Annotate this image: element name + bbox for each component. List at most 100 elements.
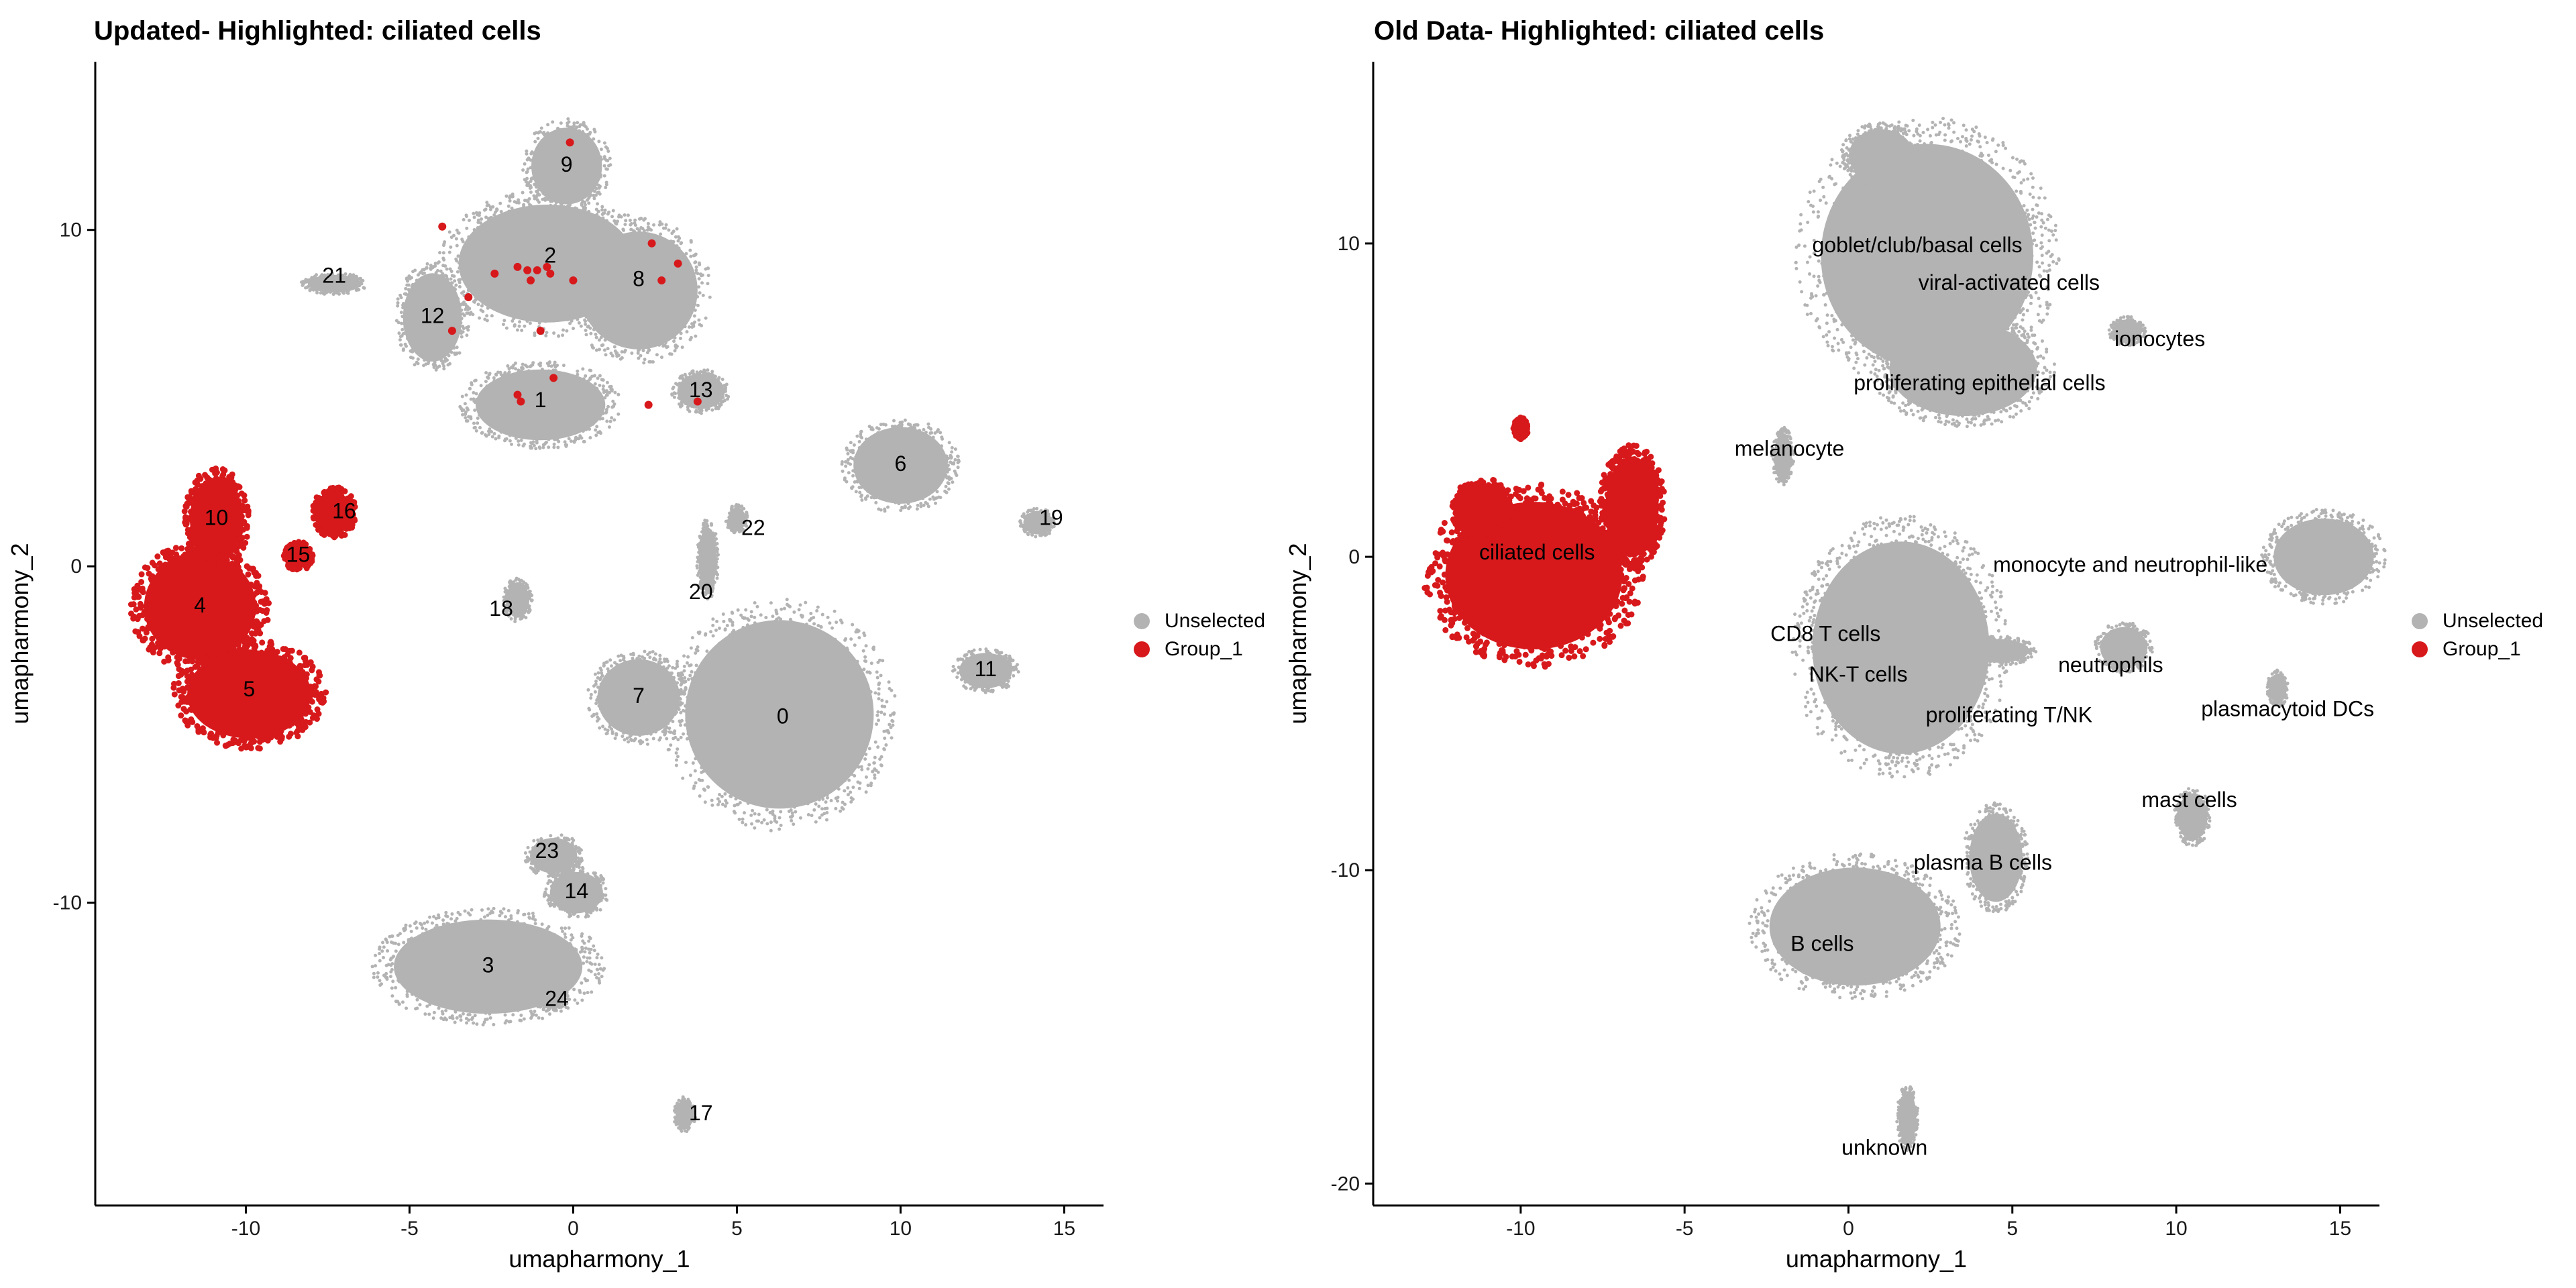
cell-point — [596, 153, 600, 157]
cell-point — [899, 508, 903, 513]
cell-point — [655, 353, 659, 357]
cluster-core — [1023, 511, 1053, 535]
cell-point — [593, 129, 597, 133]
cell-point — [647, 349, 651, 353]
cell-point — [570, 933, 574, 937]
cell-point — [621, 663, 625, 667]
cell-point — [576, 970, 580, 974]
cell-point — [790, 818, 794, 822]
cell-point — [484, 434, 488, 438]
cell-point — [441, 918, 445, 922]
cell-point — [711, 775, 715, 780]
cell-point — [694, 271, 698, 275]
cell-point — [595, 956, 599, 960]
cell-point — [889, 429, 893, 433]
cell-point — [709, 522, 713, 526]
cell-point — [490, 314, 494, 318]
cell-point — [632, 739, 636, 743]
cell-point — [1026, 532, 1030, 536]
cluster-core — [476, 369, 606, 441]
cell-point — [700, 409, 704, 413]
cell-point — [424, 935, 428, 939]
cell-point — [683, 676, 687, 680]
cell-point — [674, 345, 678, 350]
cell-point — [703, 586, 707, 590]
cell-point — [730, 508, 734, 513]
cell-point — [610, 354, 614, 358]
cell-point — [747, 619, 751, 623]
cell-point — [843, 802, 847, 806]
cell-point — [718, 792, 722, 796]
cell-point — [909, 499, 913, 503]
cell-point — [561, 333, 565, 337]
cell-point — [394, 985, 398, 989]
cell-point — [690, 669, 694, 674]
cell-point — [879, 508, 883, 512]
cell-point — [779, 823, 783, 827]
cell-point — [667, 664, 671, 668]
cell-point — [264, 616, 271, 623]
cell-point — [460, 317, 464, 321]
cell-point — [771, 812, 775, 816]
cell-point — [695, 566, 699, 570]
cell-point — [512, 213, 516, 217]
cell-point — [571, 936, 575, 940]
cell-point — [677, 1098, 681, 1102]
cell-point — [527, 912, 531, 916]
cell-point — [873, 740, 877, 744]
cell-point — [399, 343, 403, 347]
cell-point — [703, 765, 707, 769]
cell-point — [231, 730, 237, 737]
cell-point — [339, 274, 343, 278]
cell-point — [676, 1103, 680, 1107]
cell-point — [598, 175, 602, 179]
cell-point — [511, 311, 515, 315]
cell-point — [498, 370, 502, 374]
cell-point — [863, 757, 867, 761]
cell-point — [953, 447, 957, 451]
cell-point — [606, 149, 610, 153]
cell-point — [437, 1006, 441, 1010]
cell-point — [244, 503, 251, 510]
cell-point — [600, 417, 604, 421]
cell-point — [467, 219, 471, 223]
cell-point — [264, 737, 271, 744]
cell-point — [716, 655, 720, 659]
cell-point — [168, 643, 174, 649]
cell-point — [197, 668, 203, 675]
cell-point — [635, 657, 639, 661]
cell-point — [633, 661, 637, 665]
cell-point — [484, 224, 488, 228]
cell-point — [574, 375, 578, 379]
cell-point — [612, 345, 616, 349]
cell-point — [277, 657, 284, 663]
cell-point — [821, 797, 825, 801]
cell-point — [346, 525, 353, 531]
cell-point — [1006, 680, 1010, 684]
cell-point — [586, 132, 590, 136]
cell-point — [847, 471, 851, 475]
cell-point — [604, 229, 608, 233]
cell-point — [156, 576, 162, 583]
cell-point — [526, 586, 530, 590]
cell-point — [607, 425, 611, 429]
cell-point — [293, 729, 300, 736]
cell-point — [533, 922, 537, 926]
cell-point — [888, 499, 892, 503]
cell-point — [508, 196, 512, 200]
cell-point — [589, 193, 593, 197]
cell-point — [442, 258, 446, 262]
cell-point — [517, 368, 521, 372]
cell-point — [889, 726, 893, 730]
cell-point — [643, 217, 647, 221]
cell-point — [402, 941, 406, 945]
cell-point — [787, 628, 791, 632]
cell-point — [522, 1017, 526, 1021]
cell-point — [849, 668, 853, 672]
cell-point — [698, 291, 702, 295]
cell-point — [798, 816, 802, 820]
cell-point — [840, 460, 844, 464]
cell-point — [144, 565, 151, 572]
cell-point — [545, 205, 549, 209]
cell-point — [608, 332, 612, 336]
